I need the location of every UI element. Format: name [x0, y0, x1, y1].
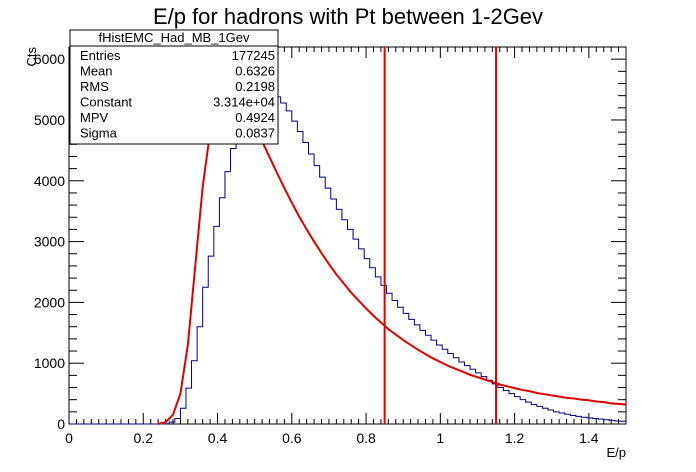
y-tick-label: 4000	[34, 173, 65, 189]
stats-value: 177245	[232, 48, 275, 63]
stats-value: 0.6326	[235, 64, 275, 79]
stats-label: RMS	[80, 79, 109, 94]
y-tick-label: 5000	[34, 112, 65, 128]
x-axis-title: E/p	[606, 445, 626, 460]
stats-box-title: fHistEMC_Had_MB_1Gev	[99, 30, 250, 45]
x-tick-label: 0.4	[208, 430, 228, 446]
stats-label: MPV	[80, 110, 109, 125]
stats-label: Mean	[80, 64, 113, 79]
chart-title: E/p for hadrons with Pt between 1-2Gev	[153, 4, 543, 29]
stats-label: Constant	[80, 95, 132, 110]
y-axis-tick-labels: 0 1000 2000 3000 4000 5000 6000	[34, 51, 65, 432]
histogram-series	[69, 92, 626, 425]
x-axis-ticks	[68, 47, 627, 424]
x-tick-label: 0	[65, 430, 73, 446]
y-tick-label: 3000	[34, 234, 65, 250]
stats-value: 0.2198	[235, 79, 275, 94]
y-tick-label: 1000	[34, 355, 65, 371]
cut-lines	[383, 47, 498, 424]
y-tick-label: 6000	[34, 51, 65, 67]
x-tick-label: 1.2	[505, 430, 525, 446]
y-axis-title: Cts	[24, 47, 39, 67]
x-tick-label: 1.4	[579, 430, 599, 446]
y-tick-label: 0	[57, 416, 65, 432]
y-tick-label: 2000	[34, 294, 65, 310]
x-tick-label: 1	[436, 430, 444, 446]
stats-rows: Entries 177245 Mean 0.6326 RMS 0.2198 Constant…	[80, 48, 275, 141]
stats-label: Entries	[80, 48, 121, 63]
stats-value: 0.0837	[235, 126, 275, 141]
x-axis-tick-labels: 0 0.2 0.4 0.6 0.8 1 1.2 1.4	[65, 430, 599, 446]
x-tick-label: 0.6	[282, 430, 302, 446]
stats-value: 0.4924	[235, 110, 275, 125]
stats-box-frame	[69, 29, 279, 145]
x-tick-label: 0.2	[134, 430, 154, 446]
x-tick-label: 0.8	[356, 430, 376, 446]
stats-box: fHistEMC_Had_MB_1Gev Entries 177245 Mean 0.…	[69, 29, 279, 145]
stats-label: Sigma	[80, 126, 118, 141]
stats-value: 3.314e+04	[213, 95, 275, 110]
